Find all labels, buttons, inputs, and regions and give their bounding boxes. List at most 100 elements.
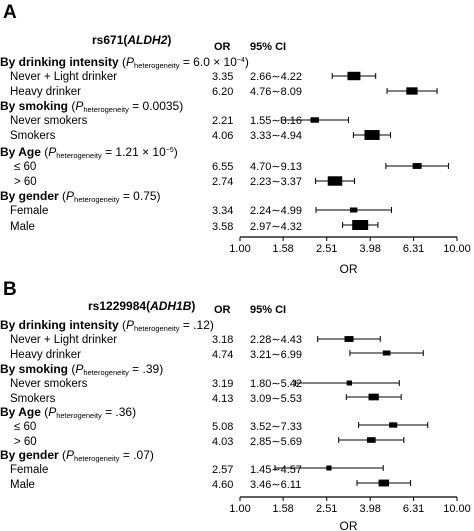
- group-label: By Age: [0, 145, 41, 159]
- or-point-box: [378, 479, 390, 487]
- x-tick-label: 10.00: [443, 243, 471, 255]
- p-heterogeneity: (Pheterogeneity = .36): [44, 405, 137, 420]
- p-subscript: heterogeneity: [134, 324, 180, 333]
- or-point-box: [349, 207, 358, 213]
- panel-b-snp-id: rs1229984: [88, 299, 147, 313]
- panel-b-group-gender: By gender (Pheterogeneity = .07): [0, 449, 154, 463]
- p-symbol: P: [48, 405, 57, 419]
- group-label: By drinking intensity: [0, 318, 119, 332]
- p-heterogeneity: (Pheterogeneity = 1.21 × 10−5): [44, 145, 178, 160]
- row-or: 3.35: [212, 71, 234, 83]
- or-point-box: [344, 336, 354, 342]
- x-tick-label: 1.58: [272, 503, 293, 515]
- panel-a-group-smoking: By smoking (Pheterogeneity = 0.0035): [0, 100, 183, 114]
- row-label: Smokers: [10, 393, 56, 405]
- or-point-box: [347, 71, 361, 81]
- panel-b-ci-header: 95% CI: [250, 304, 287, 316]
- p-heterogeneity: (Pheterogeneity = 0.75): [62, 189, 161, 204]
- row-ci: 4.70∼9.13: [250, 161, 303, 173]
- panel-a-group-drinking: By drinking intensity (Pheterogeneity = …: [0, 56, 249, 70]
- panel-b-group-age: By Age (Pheterogeneity = .36): [0, 406, 136, 420]
- panel-a-group-gender: By gender (Pheterogeneity = 0.75): [0, 190, 161, 204]
- group-label: By smoking: [0, 99, 69, 113]
- row-ci: 4.76∼8.09: [250, 86, 303, 98]
- p-value: = 1.21 × 10: [105, 145, 166, 159]
- p-symbol: P: [66, 189, 75, 203]
- group-label: By gender: [0, 448, 59, 462]
- row-ci: 3.52∼7.33: [250, 421, 303, 433]
- row-or: 2.57: [212, 464, 234, 476]
- panel-a-gene: ALDH2: [127, 33, 168, 47]
- p-value: = .07): [122, 448, 154, 462]
- row-or: 4.03: [212, 436, 234, 448]
- row-ci: 2.97∼4.32: [250, 221, 303, 233]
- row-or: 5.08: [212, 421, 234, 433]
- row-or: 2.21: [212, 115, 234, 127]
- or-point-box: [364, 130, 380, 140]
- p-subscript: heterogeneity: [56, 151, 102, 160]
- panel-b-group-smoking: By smoking (Pheterogeneity = .39): [0, 363, 163, 377]
- or-point-box: [368, 393, 379, 401]
- row-label: Male: [10, 221, 35, 233]
- x-tick-label: 6.31: [403, 243, 424, 255]
- or-point-box: [389, 422, 398, 428]
- row-ci: 2.23∼3.37: [250, 176, 303, 188]
- x-tick-label: 1.00: [229, 243, 250, 255]
- panel-b-or-header: OR: [214, 304, 231, 316]
- p-exponent: −4: [236, 57, 245, 64]
- p-subscript: heterogeneity: [56, 411, 102, 420]
- p-value: = 0.75: [122, 189, 157, 203]
- p-subscript: heterogeneity: [134, 61, 180, 70]
- x-tick-label: 6.31: [403, 503, 424, 515]
- panel-a-label: A: [3, 2, 17, 23]
- or-point-box: [327, 176, 343, 186]
- p-symbol: P: [48, 145, 57, 159]
- row-ci: 1.45∼4.57: [250, 464, 303, 476]
- row-or: 3.34: [212, 205, 234, 217]
- x-tick-label: 1.00: [229, 503, 250, 515]
- p-heterogeneity: (Pheterogeneity = .12): [122, 318, 214, 333]
- x-axis-title: OR: [340, 519, 358, 531]
- or-point-box: [367, 437, 376, 443]
- row-ci: 2.28∼4.43: [250, 334, 303, 346]
- p-value: = 6.0 × 10: [182, 55, 237, 69]
- row-label: > 60: [14, 176, 37, 188]
- group-label: By smoking: [0, 362, 69, 376]
- p-symbol: P: [126, 55, 135, 69]
- p-value: = .39): [132, 362, 164, 376]
- row-or: 4.06: [212, 130, 234, 142]
- row-label: Never smokers: [10, 378, 88, 390]
- p-symbol: P: [126, 318, 135, 332]
- or-point-box: [346, 380, 353, 386]
- panel-b-group-drinking: By drinking intensity (Pheterogeneity = …: [0, 319, 214, 333]
- p-symbol: P: [75, 99, 84, 113]
- panel-a-ci-header: 95% CI: [250, 41, 287, 53]
- row-label: Smokers: [10, 130, 56, 142]
- row-ci: 2.24∼4.99: [250, 205, 303, 217]
- row-or: 3.19: [212, 378, 234, 390]
- panel-a-snp-id: rs671: [92, 33, 124, 47]
- panel-a-snp-title: rs671(ALDH2): [92, 33, 172, 47]
- panel-a-group-age: By Age (Pheterogeneity = 1.21 × 10−5): [0, 146, 178, 160]
- row-or: 4.74: [212, 349, 234, 361]
- p-heterogeneity: (Pheterogeneity = .07): [62, 448, 154, 463]
- or-point-box: [352, 220, 369, 230]
- x-axis-title: OR: [340, 262, 358, 276]
- row-label: Never + Light drinker: [10, 334, 118, 346]
- p-subscript: heterogeneity: [83, 368, 129, 377]
- row-label: Heavy drinker: [10, 86, 81, 98]
- or-point-box: [412, 163, 422, 169]
- x-tick-label: 3.98: [359, 243, 380, 255]
- panel-b-snp-title: rs1229984(ADH1B): [88, 299, 196, 313]
- row-label: Never + Light drinker: [10, 71, 118, 83]
- p-exponent: −5: [165, 147, 174, 154]
- row-label: Female: [10, 464, 49, 476]
- row-ci: 3.21∼6.99: [250, 349, 303, 361]
- row-ci: 3.09∼5.53: [250, 393, 303, 405]
- or-point-box: [326, 465, 332, 471]
- row-ci: 3.46∼6.11: [250, 479, 302, 491]
- x-tick-label: 3.98: [359, 503, 380, 515]
- p-subscript: heterogeneity: [74, 454, 120, 463]
- p-value: = 0.0035: [132, 99, 180, 113]
